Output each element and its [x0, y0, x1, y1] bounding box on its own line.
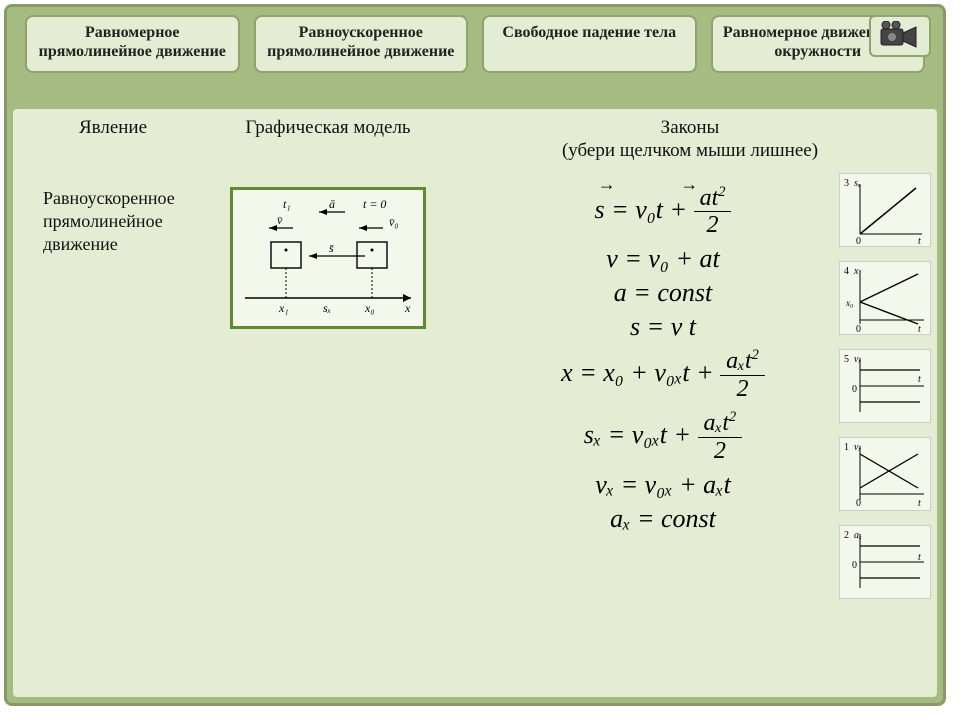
header-laws: Законы (убери щелчком мыши лишнее) [443, 117, 937, 163]
tab-uniform-linear[interactable]: Равномерное прямолинейное движение [25, 15, 240, 73]
f6-lhs: sₓ = v₀ₓt + [584, 420, 698, 449]
content-panel: Явление Графическая модель Законы (убери… [13, 109, 937, 697]
f1-den: 2 [694, 212, 732, 238]
tabs-row: Равномерное прямолинейное движение Равно… [7, 7, 943, 73]
svg-text:5: 5 [844, 354, 849, 365]
vector-arrows: → → [483, 175, 843, 193]
svg-text:x: x [853, 266, 859, 277]
formula-x[interactable]: x = x₀ + v₀ₓt + aₓt2 2 [483, 348, 843, 402]
svg-text:0: 0 [856, 324, 861, 334]
phenomenon-label: Равноускоренное прямолинейное движение [13, 167, 213, 257]
svg-text:x: x [404, 301, 411, 315]
svg-text:0: 0 [852, 384, 857, 395]
content-row: Равноускоренное прямолинейное движение [13, 167, 937, 329]
thumb-vx-const-graph[interactable]: 5 vₓ 0 t [839, 349, 931, 423]
graph-thumbnails: 3 sₓ 0 t 4 x [839, 173, 931, 599]
header-model: Графическая модель [213, 117, 443, 163]
f5-den: 2 [720, 376, 765, 402]
formula-s-vt[interactable]: s = v t [483, 314, 843, 340]
f6-num: aₓt [704, 410, 730, 436]
formula-v[interactable]: v = v₀ + at [483, 246, 843, 272]
svg-text:2: 2 [844, 530, 849, 541]
svg-text:aₓ: aₓ [854, 530, 862, 541]
header-laws-title: Законы [661, 117, 720, 138]
thumb-vx-linear-graph[interactable]: 1 vₓ 0 t [839, 437, 931, 511]
f5-exp: 2 [752, 347, 759, 363]
header-phenomenon: Явление [13, 117, 213, 163]
graphical-model: t₁ v̄ ā t = 0 v̄₀ s̄ x₁ sₓ x₀ x [213, 167, 443, 329]
svg-text:t: t [918, 498, 921, 509]
camera-icon[interactable] [869, 15, 931, 57]
svg-text:x₁: x₁ [278, 301, 289, 315]
formula-ax-const[interactable]: aₓ = const [483, 506, 843, 532]
svg-text:3: 3 [844, 178, 849, 189]
f1-lhs: s = v₀t + [595, 194, 694, 223]
tab-uniformly-accelerated[interactable]: Равноускоренное прямолинейное движение [254, 15, 469, 73]
f6-exp: 2 [729, 409, 736, 425]
formula-sx[interactable]: sₓ = v₀ₓt + aₓt2 2 [483, 410, 843, 464]
model-diagram: t₁ v̄ ā t = 0 v̄₀ s̄ x₁ sₓ x₀ x [230, 187, 426, 329]
thumb-ax-graph[interactable]: 2 aₓ 0 t [839, 525, 931, 599]
svg-text:t: t [918, 374, 921, 385]
f5-num: aₓt [726, 348, 752, 374]
svg-text:4: 4 [844, 266, 849, 277]
header-laws-sub: (убери щелчком мыши лишнее) [562, 140, 818, 161]
svg-text:t = 0: t = 0 [363, 197, 386, 211]
svg-text:t: t [918, 552, 921, 563]
svg-text:x₀: x₀ [364, 301, 375, 315]
svg-text:0: 0 [856, 498, 861, 509]
f5-lhs: x = x₀ + v₀ₓt + [561, 358, 720, 387]
thumb-x-graph[interactable]: 4 x x₀ 0 t [839, 261, 931, 335]
svg-text:ā: ā [329, 197, 335, 211]
thumb-sx-graph[interactable]: 3 sₓ 0 t [839, 173, 931, 247]
svg-text:s̄: s̄ [329, 241, 334, 255]
formula-a-const[interactable]: a = const [483, 280, 843, 306]
svg-text:t: t [918, 324, 921, 334]
svg-text:1: 1 [844, 442, 849, 453]
formula-list: → → s = v₀t + at22 v = v₀ + at a = const… [483, 177, 843, 540]
svg-text:v̄: v̄ [277, 213, 283, 227]
svg-text:x₀: x₀ [845, 298, 853, 308]
slide-frame: Равномерное прямолинейное движение Равно… [4, 4, 946, 706]
column-headers: Явление Графическая модель Законы (убери… [13, 109, 937, 167]
svg-text:t₁: t₁ [283, 197, 291, 211]
tab-free-fall[interactable]: Свободное падение тела [482, 15, 697, 73]
svg-text:t: t [918, 236, 921, 246]
svg-text:v̄₀: v̄₀ [389, 215, 399, 229]
f6-den: 2 [698, 438, 743, 464]
svg-text:sₓ: sₓ [323, 301, 331, 315]
svg-text:0: 0 [852, 560, 857, 571]
formula-vx[interactable]: vₓ = v₀ₓ + aₓt [483, 472, 843, 498]
svg-text:0: 0 [856, 236, 861, 246]
